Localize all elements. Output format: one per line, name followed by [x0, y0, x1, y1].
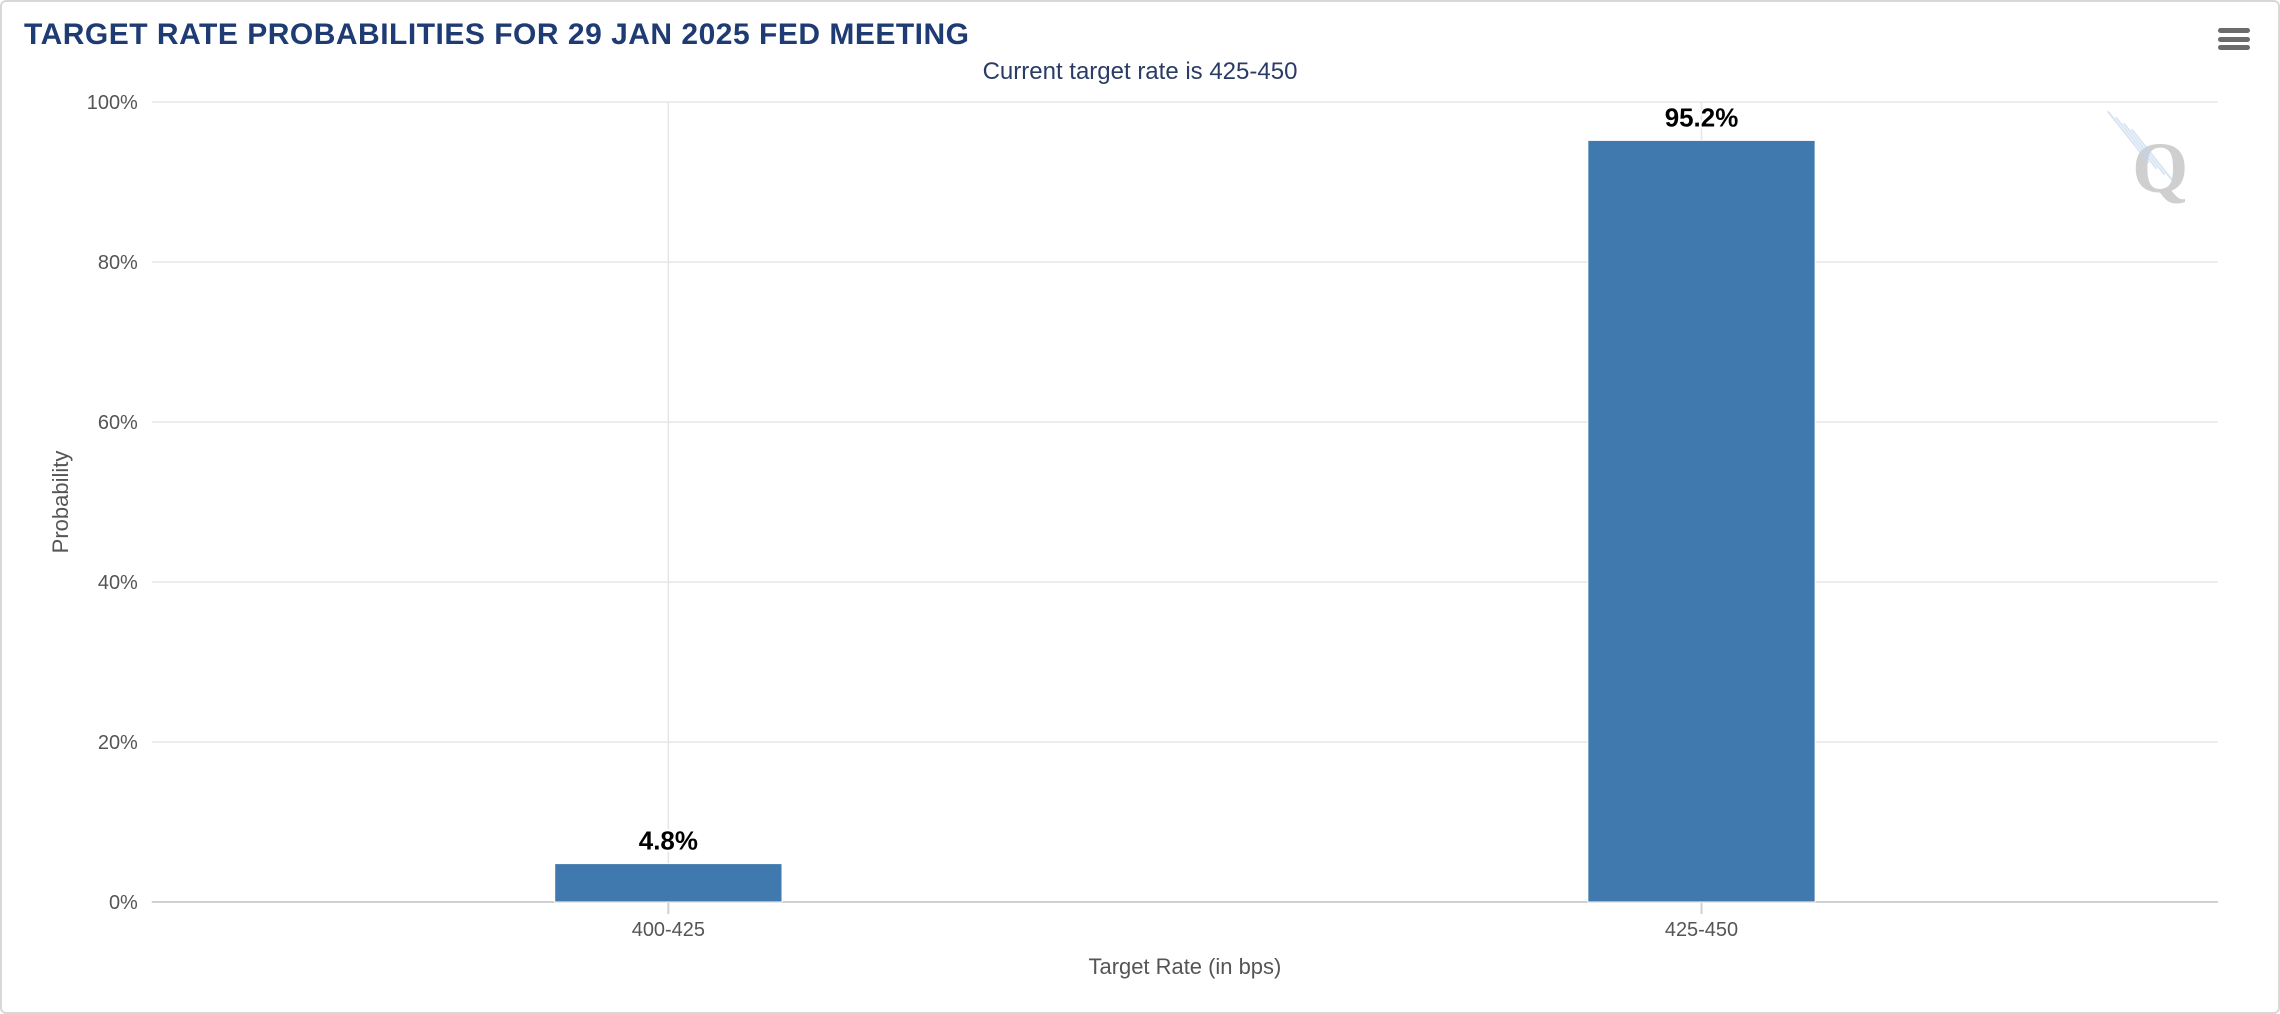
bar-value-label: 4.8%	[639, 826, 698, 856]
bar-value-label: 95.2%	[1665, 102, 1739, 132]
hamburger-menu-icon[interactable]	[2216, 24, 2252, 54]
x-axis-title: Target Rate (in bps)	[1089, 954, 1282, 979]
y-tick-label: 0%	[109, 892, 138, 914]
y-tick-label: 40%	[98, 572, 138, 594]
chart-plot: 0%20%40%60%80%100%Q4.8%400-42595.2%425-4…	[32, 92, 2248, 992]
chart-card: TARGET RATE PROBABILITIES FOR 29 JAN 202…	[0, 0, 2280, 1014]
y-tick-label: 60%	[98, 412, 138, 434]
x-tick-label: 400-425	[632, 919, 705, 941]
chart-subtitle: Current target rate is 425-450	[20, 58, 2260, 86]
chart-title: TARGET RATE PROBABILITIES FOR 29 JAN 202…	[24, 18, 2260, 52]
y-tick-label: 80%	[98, 252, 138, 274]
y-axis-title: Probability	[48, 451, 73, 554]
bar[interactable]	[1588, 140, 1815, 902]
y-tick-label: 100%	[87, 92, 138, 114]
y-tick-label: 20%	[98, 732, 138, 754]
x-tick-label: 425-450	[1665, 919, 1738, 941]
bar[interactable]	[555, 864, 782, 902]
